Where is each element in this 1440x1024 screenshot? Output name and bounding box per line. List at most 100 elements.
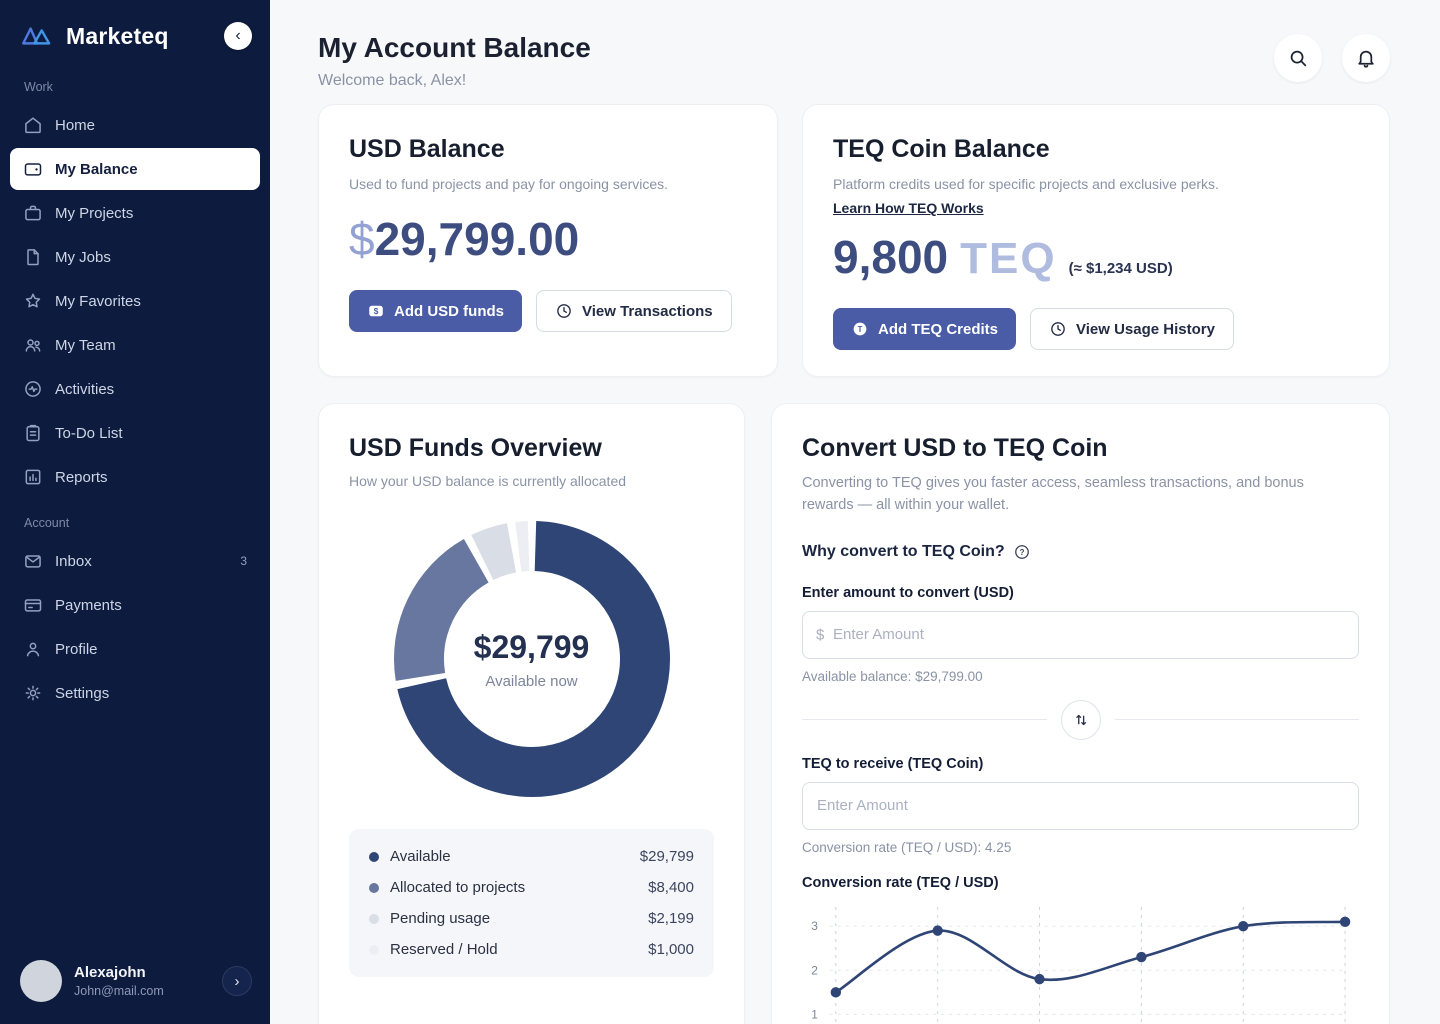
funds-card-title: USD Funds Overview — [349, 434, 602, 463]
svg-text:?: ? — [1019, 548, 1024, 557]
add-usd-funds-button[interactable]: $ Add USD funds — [349, 290, 522, 333]
gear-icon — [23, 683, 43, 703]
sidebar-item-label: Payments — [55, 596, 122, 614]
sidebar-item-my-team[interactable]: My Team — [10, 324, 260, 366]
donut-center-value: $29,799 — [473, 628, 590, 665]
user-icon — [23, 639, 43, 659]
sidebar-item-settings[interactable]: Settings — [10, 672, 260, 714]
user-name: Alexajohn — [74, 964, 146, 981]
svg-text:2: 2 — [811, 963, 818, 977]
learn-teq-link[interactable]: Learn How TEQ Works — [833, 200, 984, 217]
convert-card-description: Converting to TEQ gives you faster acces… — [802, 475, 1304, 514]
sidebar-item-home[interactable]: Home — [10, 104, 260, 146]
svg-text:3: 3 — [811, 919, 818, 933]
sidebar-item-label: Reports — [55, 468, 108, 486]
conversion-rate-helper: Conversion rate (TEQ / USD): 4.25 — [802, 839, 1012, 855]
teq-amount-input[interactable] — [802, 781, 1359, 830]
sidebar-item-label: Home — [55, 116, 96, 134]
teq-receive-label: TEQ to receive (TEQ Coin) — [802, 755, 984, 772]
main-content: My Account Balance Welcome back, Alex! U… — [270, 0, 1440, 1024]
sidebar-item-profile[interactable]: Profile — [10, 628, 260, 670]
star-icon — [23, 291, 43, 311]
user-menu-button[interactable]: › — [222, 966, 252, 996]
notifications-button[interactable] — [1342, 34, 1390, 82]
sidebar-section-work: Work — [24, 80, 53, 94]
sidebar-item-label: Profile — [55, 640, 98, 658]
bar-chart-icon — [23, 467, 43, 487]
teq-usd-approx: (≈ $1,234 USD) — [1068, 260, 1173, 278]
coin-icon: T — [851, 320, 869, 338]
teq-balance-card: TEQ Coin Balance Platform credits used f… — [802, 104, 1390, 378]
usd-amount-input[interactable] — [802, 610, 1359, 659]
mail-icon — [23, 551, 43, 571]
why-convert-link[interactable]: Why convert to TEQ Coin? — [802, 542, 1005, 560]
teq-balance-amount: 9,800 TEQ (≈ $1,234 USD) — [833, 231, 1173, 284]
usd-balance-amount: $29,799.00 — [349, 213, 580, 266]
usd-amount-label: Enter amount to convert (USD) — [802, 584, 1014, 601]
legend-dot — [369, 882, 379, 893]
swap-currencies-button[interactable] — [1060, 699, 1101, 740]
sidebar: Marketeq ‹ Work Home My Balance My Proje… — [0, 0, 270, 1024]
teq-card-title: TEQ Coin Balance — [833, 135, 1050, 163]
legend-dot — [369, 944, 379, 955]
brand-name: Marketeq — [66, 22, 169, 49]
sidebar-section-account: Account — [24, 516, 70, 530]
sidebar-item-todo-list[interactable]: To-Do List — [10, 412, 260, 454]
conversion-rate-chart: 123JULAUGSEPOCTNOVDEC — [811, 906, 1351, 1024]
sidebar-item-label: Settings — [55, 684, 110, 702]
legend-item-reserved: Reserved / Hold $1,000 — [369, 934, 694, 965]
sidebar-nav-work: Home My Balance My Projects My Jobs My F… — [0, 102, 270, 500]
clipboard-icon — [23, 423, 43, 443]
view-usage-history-button[interactable]: View Usage History — [1030, 308, 1234, 351]
inbox-badge: 3 — [240, 554, 247, 568]
activity-icon — [23, 379, 43, 399]
bell-icon — [1355, 47, 1377, 69]
sidebar-item-label: Activities — [55, 380, 115, 398]
clock-icon — [1049, 320, 1067, 338]
avatar — [20, 960, 62, 1002]
legend-dot — [369, 913, 379, 924]
sidebar-item-label: My Balance — [55, 160, 138, 178]
svg-text:T: T — [858, 325, 863, 334]
donut-center-label: Available now — [485, 672, 578, 690]
view-transactions-button[interactable]: View Transactions — [536, 290, 732, 333]
legend-item-pending: Pending usage $2,199 — [369, 903, 694, 934]
sidebar-collapse-button[interactable]: ‹ — [224, 22, 252, 50]
add-teq-credits-button[interactable]: T Add TEQ Credits — [833, 308, 1017, 351]
sidebar-item-inbox[interactable]: Inbox 3 — [10, 540, 260, 582]
sidebar-item-my-projects[interactable]: My Projects — [10, 192, 260, 234]
home-icon — [23, 115, 43, 135]
conversion-chart-label: Conversion rate (TEQ / USD) — [802, 874, 999, 891]
sidebar-item-my-jobs[interactable]: My Jobs — [10, 236, 260, 278]
sidebar-item-my-balance[interactable]: My Balance — [10, 148, 260, 190]
svg-text:1: 1 — [811, 1007, 818, 1021]
sidebar-item-label: To-Do List — [55, 424, 123, 442]
briefcase-icon — [23, 203, 43, 223]
usd-card-title: USD Balance — [349, 135, 505, 163]
search-icon — [1287, 47, 1309, 69]
convert-usd-teq-card: Convert USD to TEQ Coin Converting to TE… — [771, 403, 1390, 1024]
currency-symbol: $ — [349, 213, 375, 266]
donut-chart-svg — [393, 521, 670, 798]
sidebar-item-label: My Favorites — [55, 292, 141, 310]
sidebar-item-activities[interactable]: Activities — [10, 368, 260, 410]
help-icon[interactable]: ? — [1013, 543, 1031, 561]
users-icon — [23, 335, 43, 355]
document-icon — [23, 247, 43, 267]
funds-donut-chart: $29,799 Available now — [392, 519, 672, 799]
clock-icon — [555, 302, 573, 320]
sidebar-item-my-favorites[interactable]: My Favorites — [10, 280, 260, 322]
sidebar-user: Alexajohn John@mail.com › — [0, 942, 270, 1024]
usd-balance-card: USD Balance Used to fund projects and pa… — [318, 104, 778, 378]
legend-dot — [369, 851, 379, 862]
usd-card-description: Used to fund projects and pay for ongoin… — [349, 176, 669, 192]
sidebar-item-payments[interactable]: Payments — [10, 584, 260, 626]
brand-logo-icon — [20, 24, 56, 48]
sidebar-item-reports[interactable]: Reports — [10, 456, 260, 498]
teq-card-description: Platform credits used for specific proje… — [833, 176, 1219, 192]
available-balance-helper: Available balance: $29,799.00 — [802, 668, 983, 684]
chevron-left-icon: ‹ — [235, 27, 241, 44]
page-subtitle: Welcome back, Alex! — [318, 72, 467, 89]
search-button[interactable] — [1274, 34, 1322, 82]
usd-funds-overview-card: USD Funds Overview How your USD balance … — [318, 403, 745, 1024]
